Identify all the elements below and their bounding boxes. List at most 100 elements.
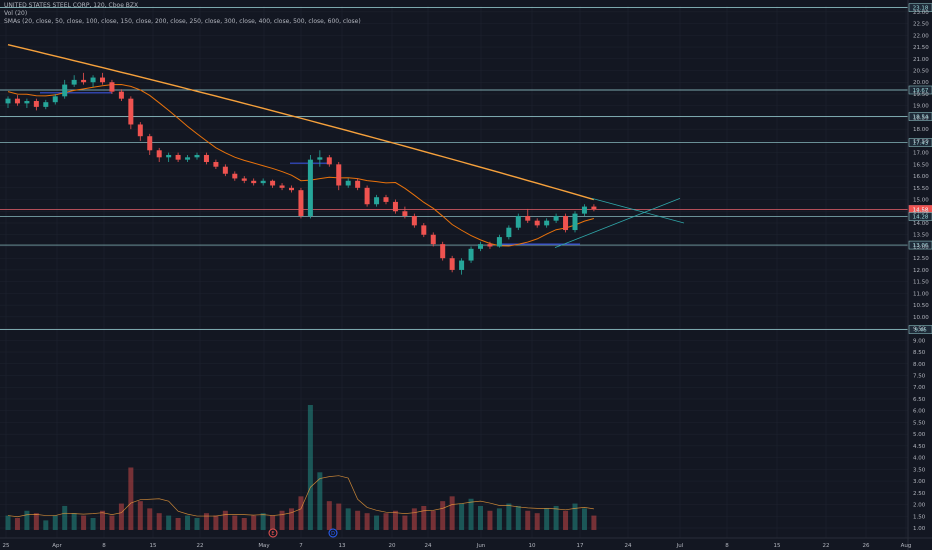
volume-bar bbox=[525, 510, 531, 530]
price-tick-label: 12.50 bbox=[913, 256, 929, 262]
volume-bar bbox=[33, 513, 39, 530]
price-tick-label: 10.00 bbox=[913, 315, 929, 321]
candle-body bbox=[430, 234, 436, 245]
sma-indicator-label[interactable]: SMAs (20, close, 50, close, 100, close, … bbox=[4, 18, 361, 25]
volume-bar bbox=[166, 515, 172, 530]
candle-body bbox=[5, 98, 11, 104]
price-tick-label: 9.50 bbox=[913, 327, 926, 333]
price-tick-label: 8.00 bbox=[913, 362, 926, 368]
volume-bar bbox=[260, 513, 266, 530]
candle-body bbox=[374, 197, 380, 205]
price-tick-label: 4.00 bbox=[913, 456, 926, 462]
volume-indicator-label[interactable]: Vol (20) bbox=[4, 10, 28, 17]
candle-body bbox=[203, 154, 209, 163]
candle-body bbox=[90, 77, 96, 83]
volume-bar bbox=[544, 508, 550, 530]
price-tick-label: 8.50 bbox=[913, 350, 926, 356]
candle-body bbox=[137, 124, 143, 137]
candle-body bbox=[553, 215, 559, 221]
volume-bar bbox=[317, 472, 323, 530]
price-level-label: 17.43 bbox=[913, 141, 929, 147]
candle-body bbox=[544, 220, 550, 226]
candle-body bbox=[326, 157, 332, 165]
candle-body bbox=[459, 260, 465, 270]
chart-legend: UNITED STATES STEEL CORP, 120, Cboe BZX … bbox=[4, 2, 361, 26]
volume-bar bbox=[563, 510, 569, 530]
price-tick-label: 15.50 bbox=[913, 186, 929, 192]
candle-body bbox=[62, 84, 68, 97]
time-tick-label: 25 bbox=[3, 543, 10, 549]
volume-bar bbox=[374, 515, 380, 530]
price-tick-label: 5.00 bbox=[913, 432, 926, 438]
price-level-label: 13.06 bbox=[913, 243, 929, 249]
marker-label: E bbox=[271, 531, 274, 537]
volume-bar bbox=[109, 515, 115, 530]
price-axis[interactable]: 23.00 22.50 22.00 21.50 21.00 20.50 20.00 19.50… bbox=[907, 0, 929, 550]
candle-body bbox=[468, 248, 474, 261]
price-tick-label: 17.00 bbox=[913, 151, 929, 157]
candle-body bbox=[478, 244, 483, 249]
moving-averages bbox=[7, 44, 595, 247]
volume-bar bbox=[355, 510, 361, 530]
volume-bar bbox=[24, 510, 30, 530]
volume-bar bbox=[591, 515, 597, 530]
symbol-title[interactable]: UNITED STATES STEEL CORP, 120, Cboe BZX bbox=[4, 2, 139, 9]
candle-body bbox=[421, 225, 427, 235]
price-level-label: 18.54 bbox=[913, 114, 929, 120]
price-tick-label: 22.50 bbox=[913, 22, 929, 28]
price-tick-label: 13.50 bbox=[913, 233, 929, 239]
volume-bar bbox=[421, 505, 427, 530]
volume-average-line bbox=[7, 475, 594, 518]
time-tick-label: 15 bbox=[774, 543, 781, 549]
trendlines[interactable] bbox=[554, 197, 685, 249]
volume-bar bbox=[5, 515, 11, 530]
volume-bar bbox=[137, 501, 143, 530]
volume-bar bbox=[128, 467, 134, 530]
price-level-tag bbox=[908, 3, 932, 12]
candle-body bbox=[52, 96, 58, 103]
candle-body bbox=[534, 220, 540, 226]
volume-bar bbox=[411, 508, 417, 530]
time-tick-label: 17 bbox=[577, 543, 584, 549]
candle-body bbox=[496, 237, 502, 247]
time-tick-label: 13 bbox=[339, 543, 346, 549]
candle-body bbox=[298, 190, 304, 216]
candle-body bbox=[392, 201, 398, 212]
price-tick-label: 21.50 bbox=[913, 45, 929, 51]
candle-body bbox=[581, 206, 587, 214]
candle-body bbox=[525, 215, 531, 221]
volume-bar bbox=[222, 510, 228, 530]
ascending-trendline bbox=[554, 198, 681, 249]
price-tick-label: 6.50 bbox=[913, 397, 926, 403]
price-level-tag bbox=[908, 138, 932, 147]
volume-bar bbox=[270, 515, 276, 530]
volume-bar bbox=[213, 515, 219, 530]
time-tick-label: 10 bbox=[529, 543, 536, 549]
price-level-tag bbox=[908, 325, 932, 334]
volume-bar bbox=[289, 508, 294, 530]
volume-bar bbox=[459, 503, 465, 530]
volume-bar bbox=[487, 510, 493, 530]
time-tick-label: 24 bbox=[625, 543, 632, 549]
candle-body bbox=[383, 197, 389, 202]
volume-bar bbox=[515, 505, 521, 530]
price-tick-label: 23.00 bbox=[913, 10, 929, 16]
candle-body bbox=[147, 136, 153, 151]
time-axis[interactable]: 25 Apr 8 15 22 May 7 13 20 24 Jun 10 17 24 Jul 8 15 22 26 A… bbox=[0, 537, 932, 549]
volume-bar bbox=[506, 503, 512, 530]
time-tick-label: 24 bbox=[425, 543, 432, 549]
price-tick-label: 21.00 bbox=[913, 57, 929, 63]
volume-bar bbox=[251, 515, 257, 530]
volume-bar bbox=[430, 510, 436, 530]
price-tick-label: 7.50 bbox=[913, 374, 926, 380]
price-tick-label: 12.00 bbox=[913, 268, 929, 274]
volume-bar bbox=[100, 510, 105, 530]
price-tick-label: 18.50 bbox=[913, 115, 929, 121]
candle-body bbox=[33, 101, 39, 107]
candle-body bbox=[449, 258, 455, 270]
price-tick-label: 19.00 bbox=[913, 104, 929, 110]
